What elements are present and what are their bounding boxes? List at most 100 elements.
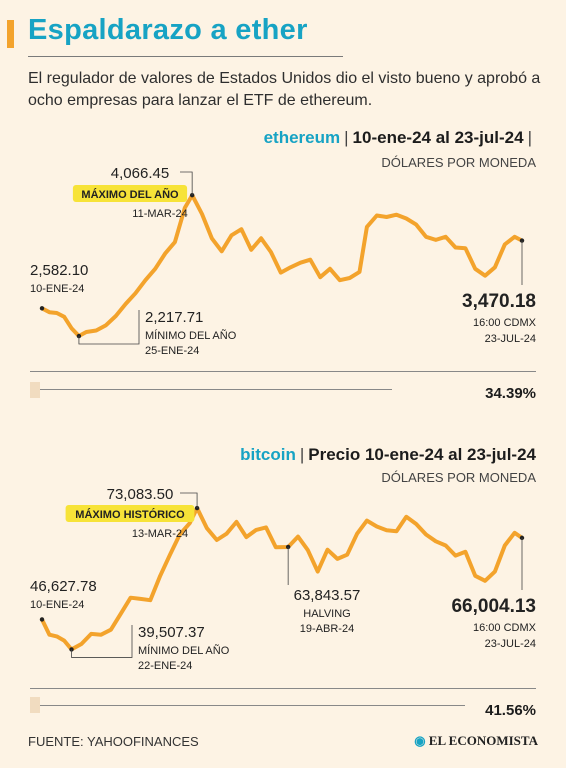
bitcoin-data-point <box>275 546 277 548</box>
ethereum-data-point <box>48 311 51 314</box>
bitcoin-data-point <box>159 575 161 577</box>
bitcoin-halving-note: HALVING <box>303 608 350 620</box>
ethereum-start-date: 10-ENE-24 <box>30 283 84 295</box>
bitcoin-data-point <box>265 526 267 529</box>
ethereum-data-point <box>513 236 516 238</box>
ethereum-min-note: MÍNIMO DEL AÑO <box>145 329 237 342</box>
bitcoin-data-point <box>444 544 447 547</box>
ethereum-data-point <box>395 213 398 216</box>
bitcoin-data-point <box>336 558 339 560</box>
ethereum-data-point <box>299 261 302 264</box>
ethereum-data-point <box>405 217 408 220</box>
ethereum-last-time: 16:00 CDMX <box>473 317 537 329</box>
bitcoin-leader-line <box>180 492 198 509</box>
bitcoin-data-point <box>245 536 248 538</box>
ethereum-data-point <box>270 251 272 253</box>
ethereum-data-point <box>211 237 213 240</box>
eth-change-rule <box>30 371 536 372</box>
ethereum-data-point <box>494 266 496 269</box>
bitcoin-data-point <box>435 540 437 543</box>
ethereum-data-point <box>358 271 361 273</box>
bitcoin-data-point <box>169 553 171 556</box>
eth-change-cap <box>30 382 40 398</box>
bitcoin-max-value: 73,083.50 <box>107 486 174 503</box>
btc-change-pct: 41.56% <box>485 702 536 719</box>
ethereum-data-point <box>63 316 65 318</box>
ethereum-data-point <box>329 268 331 270</box>
ethereum-data-point <box>348 277 351 279</box>
bitcoin-data-point <box>425 533 427 536</box>
bitcoin-data-point <box>179 533 181 536</box>
bitcoin-data-point <box>356 532 358 535</box>
bitcoin-price-line <box>40 506 524 652</box>
btc-period: Precio 10-ene-24 al 23-jul-24 <box>308 445 536 464</box>
ethereum-data-point <box>454 246 457 249</box>
bitcoin-data-point <box>235 521 238 523</box>
title-rule <box>28 56 343 57</box>
bitcoin-data-point <box>90 633 92 635</box>
bitcoin-min-note: MÍNIMO DEL AÑO <box>138 644 230 657</box>
ethereum-data-point <box>280 271 282 274</box>
bitcoin-last-time: 16:00 CDMX <box>473 622 537 634</box>
ethereum-start-value: 2,582.10 <box>30 262 88 279</box>
brand-logo: ◉ EL ECONOMISTA <box>414 733 538 749</box>
btc-units: DÓLARES POR MONEDA <box>381 470 536 485</box>
ethereum-price-line <box>40 193 524 338</box>
bitcoin-data-point <box>129 596 132 599</box>
bitcoin-data-point <box>63 639 65 642</box>
ethereum-max-date: 11-MAR-24 <box>132 208 187 220</box>
eth-asset-label: ethereum <box>263 128 341 147</box>
bitcoin-data-point <box>464 551 467 553</box>
bitcoin-data-point <box>120 612 122 615</box>
ethereum-data-point <box>464 247 467 249</box>
ethereum-data-point <box>309 258 312 261</box>
bitcoin-annotation-dot <box>39 617 45 622</box>
ethereum-data-point <box>105 324 107 327</box>
ethereum-data-point <box>425 236 427 238</box>
ethereum-data-point <box>174 241 176 243</box>
eth-units: DÓLARES POR MONEDA <box>381 155 536 170</box>
bitcoin-data-point <box>494 570 496 573</box>
bitcoin-data-point <box>255 529 257 531</box>
ethereum-data-point <box>474 268 477 270</box>
bitcoin-data-point <box>149 599 152 601</box>
ethereum-leader-line <box>180 171 193 196</box>
bitcoin-data-point <box>100 633 102 636</box>
ethereum-data-point <box>240 228 243 230</box>
bitcoin-last-value: 66,004.13 <box>451 596 536 617</box>
brand-icon: ◉ <box>414 733 426 748</box>
bitcoin-halving-date: 19-ABR-24 <box>300 623 354 635</box>
btc-change-bar <box>40 705 465 706</box>
ethereum-data-point <box>435 239 437 241</box>
bitcoin-min-date: 22-ENE-24 <box>138 660 192 672</box>
bitcoin-data-point <box>206 527 208 529</box>
source-note: FUENTE: YAHOOFINANCES <box>28 734 199 749</box>
bitcoin-data-point <box>225 532 228 535</box>
bitcoin-data-point <box>415 523 418 525</box>
ethereum-data-point <box>124 303 127 305</box>
eth-period: 10-ene-24 al 23-jul-24 <box>352 128 524 147</box>
btc-change-cap <box>30 697 40 713</box>
ethereum-data-point <box>56 312 58 314</box>
ethereum-data-point <box>319 276 322 279</box>
ethereum-min-date: 25-ENE-24 <box>145 345 199 357</box>
bitcoin-data-point <box>405 516 408 518</box>
bitcoin-max-date: 13-MAR-24 <box>132 528 188 540</box>
bitcoin-start-date: 10-ENE-24 <box>30 599 84 611</box>
btc-chart: 46,627.78 10-ENE-24 39,507.37 MÍNIMO DEL AÑ… <box>30 486 537 672</box>
ethereum-data-point <box>444 236 447 238</box>
ethereum-data-point <box>115 315 117 317</box>
ethereum-data-point <box>289 266 292 269</box>
ethereum-max-note: MÁXIMO DEL AÑO <box>81 188 179 201</box>
eth-change-bar <box>40 389 392 390</box>
ethereum-data-point <box>144 279 147 282</box>
ethereum-data-point <box>184 207 186 209</box>
bitcoin-data-point <box>110 628 112 631</box>
ethereum-max-highlight <box>72 185 188 202</box>
bitcoin-data-point <box>395 530 398 532</box>
bitcoin-start-value: 46,627.78 <box>30 578 97 595</box>
ethereum-data-point <box>415 223 418 226</box>
bitcoin-data-point <box>307 549 309 551</box>
ethereum-data-point <box>376 214 378 217</box>
